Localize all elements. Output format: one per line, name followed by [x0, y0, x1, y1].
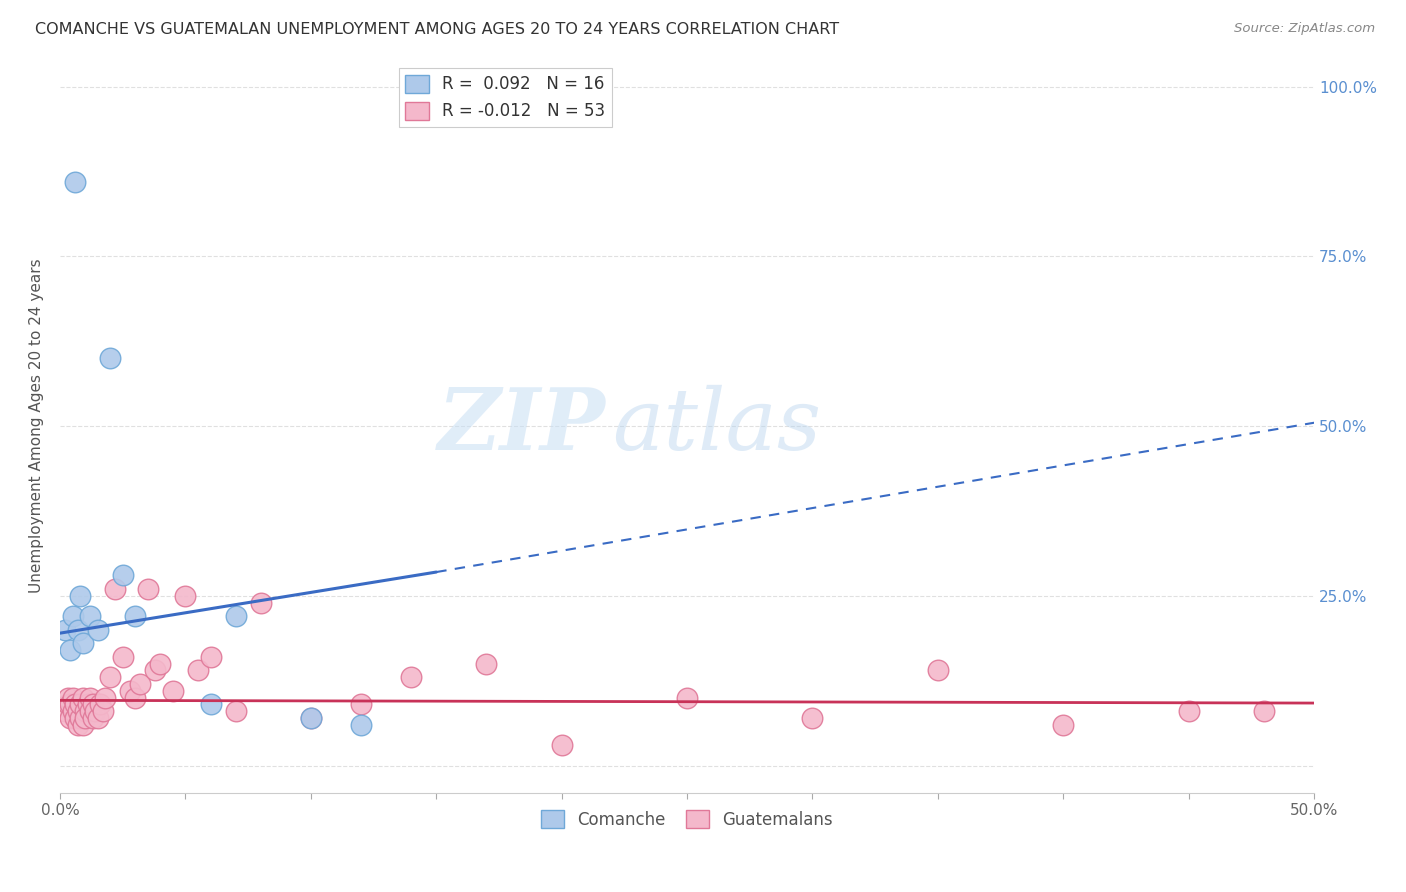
Point	[75, 704, 97, 718]
Point	[72, 718, 94, 732]
Point	[200, 698, 222, 712]
Point	[111, 649, 134, 664]
Point	[86, 711, 108, 725]
Point	[69, 589, 91, 603]
Point	[66, 623, 89, 637]
Point	[66, 718, 89, 732]
Point	[53, 623, 76, 637]
Point	[59, 711, 82, 725]
Point	[104, 582, 127, 596]
Point	[200, 649, 222, 664]
Point	[79, 690, 101, 705]
Point	[399, 670, 422, 684]
Point	[187, 664, 209, 678]
Point	[82, 698, 104, 712]
Point	[62, 704, 84, 718]
Text: Source: ZipAtlas.com: Source: ZipAtlas.com	[1234, 22, 1375, 36]
Point	[1253, 704, 1275, 718]
Point	[79, 609, 101, 624]
Point	[59, 698, 82, 712]
Y-axis label: Unemployment Among Ages 20 to 24 years: Unemployment Among Ages 20 to 24 years	[30, 259, 44, 593]
Point	[225, 704, 247, 718]
Point	[350, 718, 373, 732]
Point	[801, 711, 824, 725]
Point	[149, 657, 172, 671]
Point	[62, 609, 84, 624]
Point	[69, 711, 91, 725]
Legend: Comanche, Guatemalans: Comanche, Guatemalans	[534, 804, 839, 836]
Point	[1052, 718, 1074, 732]
Point	[550, 738, 572, 752]
Point	[69, 698, 91, 712]
Point	[82, 711, 104, 725]
Point	[136, 582, 159, 596]
Point	[162, 683, 184, 698]
Text: atlas: atlas	[612, 384, 821, 467]
Point	[66, 704, 89, 718]
Point	[63, 711, 86, 725]
Point	[53, 704, 76, 718]
Point	[94, 690, 117, 705]
Point	[475, 657, 498, 671]
Point	[299, 711, 322, 725]
Point	[72, 636, 94, 650]
Point	[676, 690, 699, 705]
Point	[86, 623, 108, 637]
Text: ZIP: ZIP	[437, 384, 606, 468]
Point	[299, 711, 322, 725]
Point	[124, 690, 146, 705]
Point	[89, 698, 111, 712]
Point	[59, 643, 82, 657]
Point	[120, 683, 142, 698]
Point	[76, 698, 98, 712]
Point	[98, 351, 121, 366]
Point	[143, 664, 166, 678]
Point	[72, 690, 94, 705]
Point	[63, 175, 86, 189]
Point	[84, 704, 107, 718]
Point	[225, 609, 247, 624]
Point	[56, 690, 79, 705]
Point	[124, 609, 146, 624]
Point	[927, 664, 949, 678]
Point	[350, 698, 373, 712]
Point	[56, 698, 79, 712]
Point	[63, 698, 86, 712]
Point	[129, 677, 152, 691]
Point	[79, 704, 101, 718]
Point	[174, 589, 197, 603]
Text: COMANCHE VS GUATEMALAN UNEMPLOYMENT AMONG AGES 20 TO 24 YEARS CORRELATION CHART: COMANCHE VS GUATEMALAN UNEMPLOYMENT AMON…	[35, 22, 839, 37]
Point	[249, 596, 271, 610]
Point	[98, 670, 121, 684]
Point	[1177, 704, 1199, 718]
Point	[111, 568, 134, 582]
Point	[62, 690, 84, 705]
Point	[91, 704, 114, 718]
Point	[75, 711, 97, 725]
